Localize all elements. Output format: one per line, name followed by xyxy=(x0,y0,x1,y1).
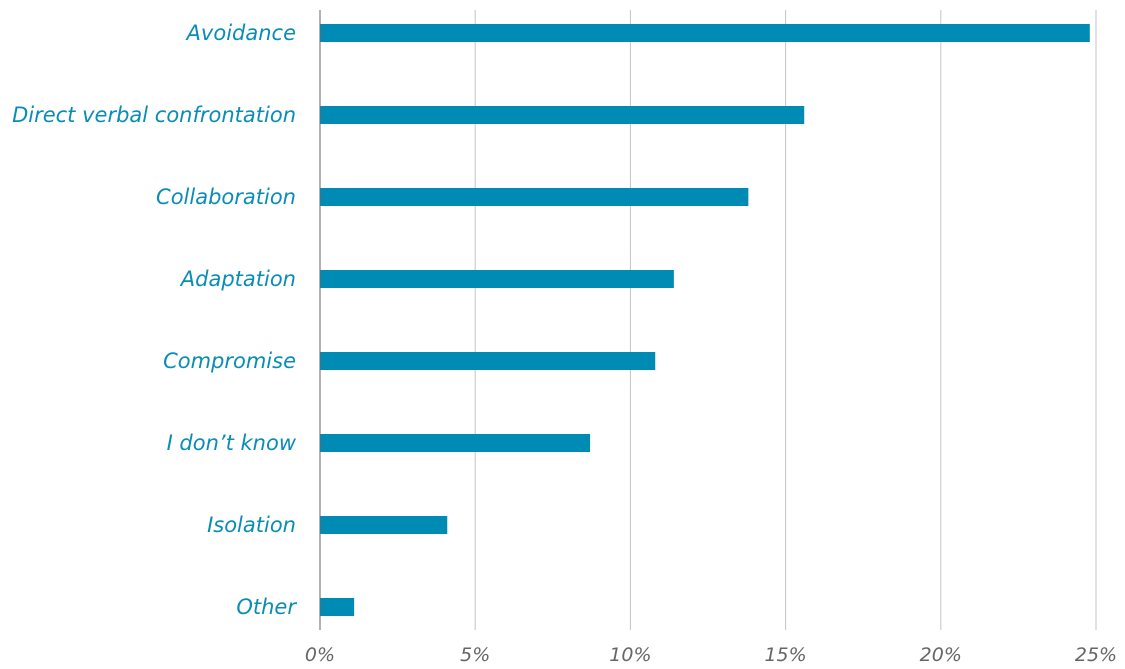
x-tick-label: 15% xyxy=(764,644,806,666)
bar-compromise xyxy=(320,352,656,370)
bar-avoidance xyxy=(320,24,1090,42)
x-tick-label: 25% xyxy=(1075,644,1117,666)
x-tick-label: 0% xyxy=(305,644,335,666)
bar-isolation xyxy=(320,516,448,534)
bar-direct-verbal-confrontation xyxy=(320,106,805,124)
bar-other xyxy=(320,598,355,616)
x-tick-label: 10% xyxy=(609,644,651,666)
bar-collaboration xyxy=(320,188,749,206)
category-label: Avoidance xyxy=(185,21,296,45)
category-label: Compromise xyxy=(163,349,296,373)
category-label: Direct verbal confrontation xyxy=(12,103,296,127)
gridlines xyxy=(474,10,1097,630)
x-tick-labels: 0% 5% 10% 15% 20% 25% xyxy=(305,644,1117,666)
category-label: Isolation xyxy=(207,513,296,537)
category-label: Adaptation xyxy=(179,267,296,291)
category-label: Other xyxy=(236,595,297,619)
bar-i-don-t-know xyxy=(320,434,591,452)
x-tick-label: 20% xyxy=(920,644,962,666)
bars xyxy=(320,24,1090,616)
x-tick-label: 5% xyxy=(460,644,490,666)
category-labels: Avoidance Direct verbal confrontation Coll… xyxy=(12,21,297,619)
category-label: I don’t know xyxy=(167,431,297,455)
bar-adaptation xyxy=(320,270,674,288)
category-label: Collaboration xyxy=(156,185,296,209)
